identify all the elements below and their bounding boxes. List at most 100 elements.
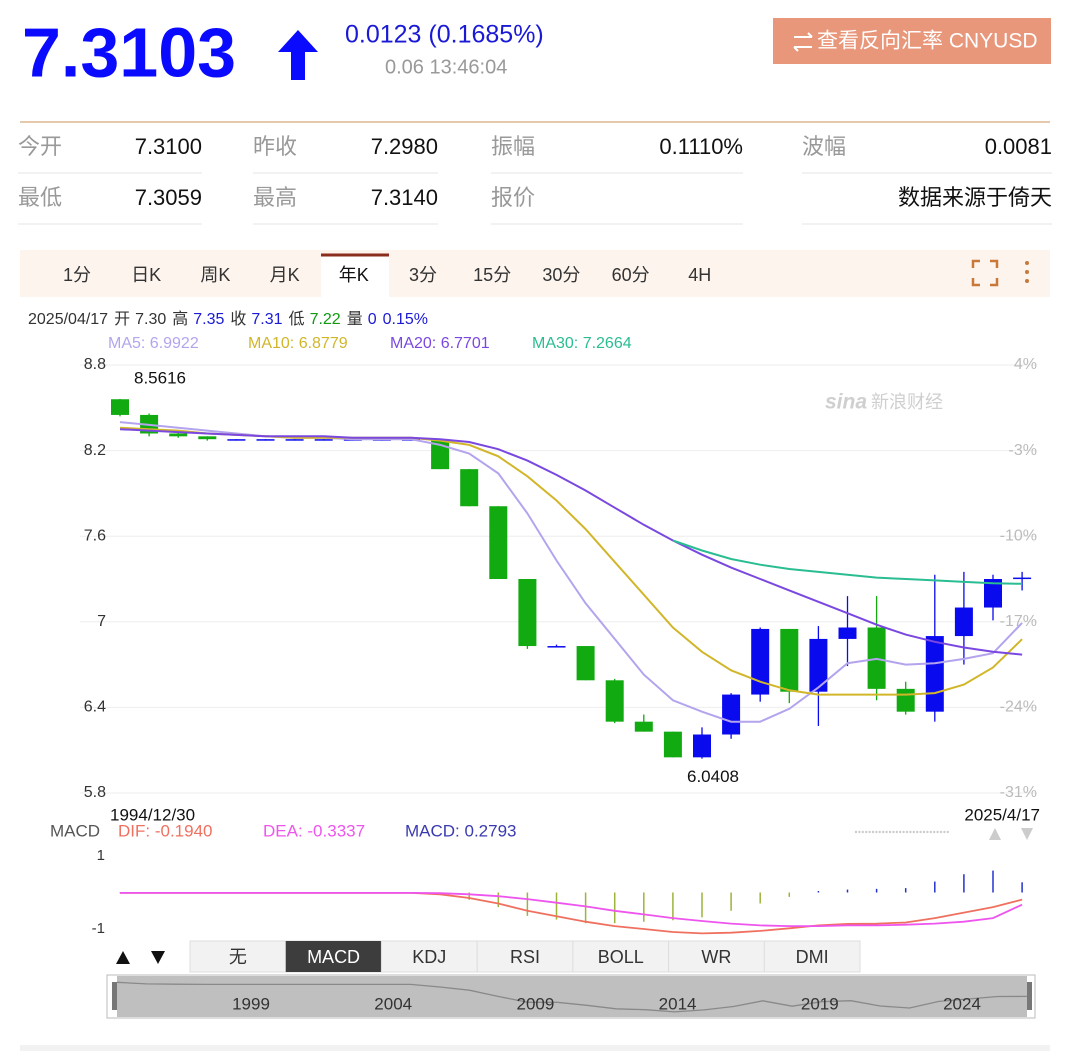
dot	[878, 830, 881, 834]
candle-body	[198, 436, 217, 440]
stat-value: 0.0081	[985, 134, 1052, 159]
ma-line	[672, 539, 1023, 585]
info-value: 0	[368, 311, 377, 328]
stat-value: 7.3100	[135, 134, 202, 159]
dot	[946, 830, 949, 834]
candle-body	[518, 579, 537, 647]
y2-tick-label: 4%	[1014, 356, 1037, 373]
candle-body	[634, 721, 653, 732]
ma-line	[119, 421, 1023, 723]
info-label: 收	[230, 310, 246, 328]
info-label: 低	[289, 310, 305, 328]
dot	[861, 830, 864, 834]
ma-legend: MA10: 6.8779	[248, 335, 348, 352]
candle-body	[809, 638, 828, 692]
macd-legend: DEA: -0.3337	[263, 821, 365, 840]
navigator-year: 1999	[232, 994, 270, 1013]
period-tab[interactable]: 3分	[409, 265, 437, 285]
info-value: 7.22	[310, 311, 341, 328]
dot	[895, 830, 898, 834]
dot	[875, 830, 878, 834]
indicator-tab[interactable]: WR	[701, 947, 731, 967]
y-tick-label: 8.8	[84, 356, 106, 373]
dot	[899, 830, 902, 834]
watermark: sina	[825, 391, 867, 414]
y2-tick-label: -17%	[1000, 613, 1037, 630]
down-button-icon	[151, 951, 165, 964]
period-tab[interactable]: 日K	[131, 265, 161, 285]
indicator-tab[interactable]: BOLL	[598, 947, 644, 967]
stat-value: 7.3140	[371, 185, 438, 210]
y-tick-label: 5.8	[84, 784, 106, 801]
candle-body	[227, 439, 246, 441]
dot	[892, 830, 895, 834]
y2-tick-label: -31%	[1000, 784, 1037, 801]
navigator-selection	[117, 976, 1027, 1017]
stat-label: 最高	[253, 185, 297, 210]
candle-body	[925, 636, 944, 712]
navigator-year: 2004	[374, 994, 412, 1013]
dot	[939, 830, 943, 834]
reverse-button[interactable]	[773, 18, 1051, 64]
period-tab[interactable]: 15分	[473, 265, 511, 285]
ma-line	[119, 428, 1023, 656]
candle-body	[547, 646, 566, 648]
period-tab[interactable]: 30分	[542, 265, 580, 285]
period-tab[interactable]: 年K	[339, 265, 369, 285]
dot-decor	[854, 830, 949, 834]
zoom-down[interactable]	[1021, 828, 1033, 840]
dot	[943, 830, 946, 834]
up-button-icon	[116, 951, 130, 964]
stat-value: 7.3059	[135, 185, 202, 210]
ma-legend: MA30: 7.2664	[532, 335, 632, 352]
dot	[922, 830, 926, 834]
info-date: 2025/04/17	[28, 311, 108, 328]
navigator-year: 2024	[943, 994, 981, 1013]
indicator-tab[interactable]: MACD	[307, 947, 360, 967]
y-tick-label: 8.2	[84, 442, 106, 459]
dot	[882, 830, 885, 834]
candle-body	[111, 399, 129, 415]
quote-time: 0.06 13:46:04	[385, 56, 507, 78]
dot	[888, 830, 892, 834]
stat-label: 今开	[18, 134, 62, 159]
dot	[929, 830, 932, 834]
candle-body	[838, 627, 857, 639]
macd-line	[120, 892, 1023, 935]
candle-body	[314, 439, 333, 441]
dot	[919, 830, 922, 834]
indicator-tab[interactable]: 无	[229, 947, 247, 967]
period-tab[interactable]: 周K	[200, 265, 230, 285]
period-tab[interactable]: 4H	[688, 265, 711, 285]
candle-body	[896, 688, 915, 712]
min-label: 6.0408	[687, 767, 739, 786]
indicator-tab[interactable]: RSI	[510, 947, 540, 967]
more-icon[interactable]	[1025, 261, 1029, 283]
y2-tick-label: -24%	[1000, 699, 1037, 716]
dot	[936, 830, 939, 834]
macd-y-tick-label: -1	[92, 920, 105, 937]
footer-strip	[20, 1045, 1050, 1051]
dot	[926, 830, 929, 834]
indicator-tab[interactable]: KDJ	[412, 947, 446, 967]
fullscreen-icon[interactable]	[971, 259, 999, 287]
stat-value: 7.2980	[371, 134, 438, 159]
stat-value: 0.1110%	[659, 134, 743, 159]
period-tab[interactable]: 60分	[612, 265, 650, 285]
dot	[868, 830, 871, 834]
period-tab[interactable]: 月K	[270, 265, 300, 285]
dot	[854, 830, 858, 834]
period-tab[interactable]: 1分	[63, 265, 91, 285]
period-tab-bar	[20, 250, 1050, 297]
y-tick-label: 7	[97, 613, 106, 630]
navigator-year: 2019	[801, 994, 839, 1013]
dot	[858, 830, 861, 834]
candle-body	[489, 506, 508, 579]
y-tick-label: 7.6	[84, 527, 106, 544]
candle-body	[663, 731, 682, 758]
candle-body	[460, 469, 479, 507]
zoom-up[interactable]	[989, 828, 1001, 840]
indicator-tab[interactable]: DMI	[796, 947, 829, 967]
